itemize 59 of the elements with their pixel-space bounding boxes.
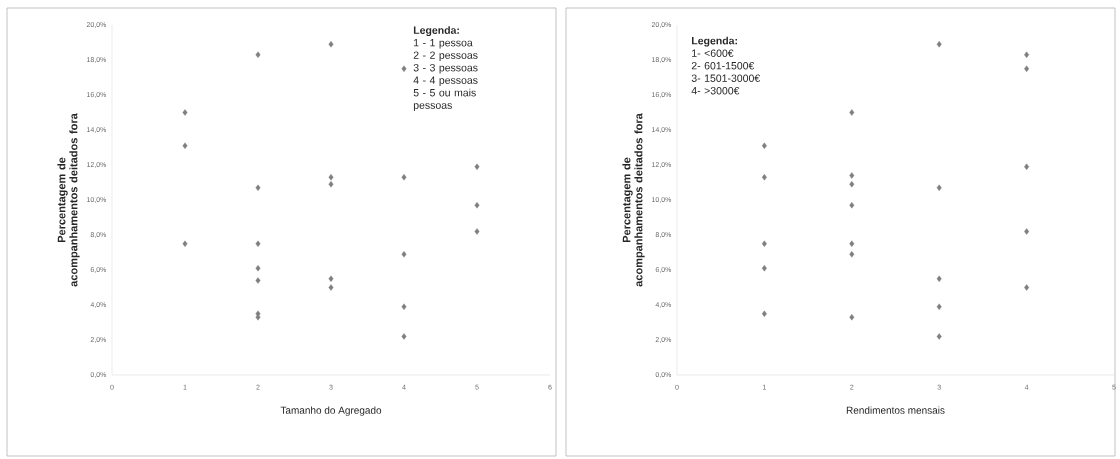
point: [401, 251, 407, 258]
x-axis-title: Rendimentos mensais: [846, 406, 945, 414]
x-axis-title: Tamanho do Agregado: [280, 406, 382, 416]
point: [849, 251, 855, 258]
point: [474, 202, 480, 209]
point: [936, 303, 942, 310]
point: [328, 284, 334, 291]
point: [1024, 284, 1030, 291]
point: [761, 240, 767, 247]
annotation: Legenda:: [692, 36, 737, 47]
point: [182, 142, 188, 149]
annotation: 1 - 1 pessoa: [414, 39, 473, 49]
point: [849, 181, 855, 188]
point: [401, 333, 407, 340]
point: [761, 142, 767, 149]
point: [474, 163, 480, 170]
point: [1024, 65, 1030, 72]
annotation: 2 - 2 pessoas: [413, 51, 478, 61]
point: [1024, 228, 1030, 235]
point: [401, 303, 407, 310]
annotation: 4 - 4 pessoas: [413, 76, 478, 86]
annotation: Legenda:: [413, 26, 459, 37]
point: [182, 240, 188, 247]
point: [936, 275, 942, 282]
annotation: 4- >3000€: [691, 86, 740, 95]
point: [849, 314, 855, 321]
point: [761, 174, 767, 181]
point: [255, 184, 261, 191]
point: [474, 228, 480, 235]
point: [401, 65, 407, 72]
point: [255, 277, 261, 284]
annotation: 5 - 5 ou mais pessoas: [413, 88, 476, 111]
point: [328, 174, 334, 181]
annotation: 3- 1501-3000€: [691, 74, 761, 82]
point: [849, 240, 855, 247]
annotation: 3 - 3 pessoas: [413, 63, 478, 74]
point: [1024, 51, 1030, 58]
y-axis-title: Percentagem de acompanhamentos deitados fora: [622, 113, 645, 287]
point: [761, 310, 767, 317]
point: [328, 181, 334, 188]
point: [1024, 163, 1030, 170]
point: [761, 265, 767, 272]
point: [255, 314, 261, 321]
point: [936, 184, 942, 191]
y-axis-title: Percentagem de acompanhamentos deitados fora: [57, 113, 80, 287]
point: [328, 275, 334, 282]
point: [401, 174, 407, 181]
point: [936, 41, 942, 48]
point: [849, 109, 855, 116]
point: [328, 41, 334, 48]
point: [182, 109, 188, 116]
point: [255, 51, 261, 58]
point: [255, 240, 261, 247]
point: [255, 265, 261, 272]
annotation: 2- 601-1500€: [691, 61, 755, 70]
point: [849, 172, 855, 179]
annotation: 1- <600€: [692, 49, 734, 57]
point: [849, 202, 855, 209]
point: [936, 333, 942, 340]
